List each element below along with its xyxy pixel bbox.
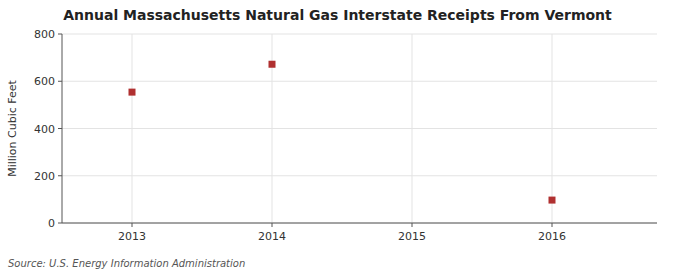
y-grid-line <box>62 81 657 82</box>
y-tick <box>58 34 62 35</box>
y-tick <box>58 81 62 82</box>
grid <box>62 34 657 223</box>
x-axis-line <box>62 223 657 224</box>
chart-container: 0 200 400 600 800 2013 2014 2015 2016 Annual Mass… <box>0 0 675 275</box>
x-tick <box>552 223 553 227</box>
x-tick <box>272 223 273 227</box>
x-grid-line <box>132 34 133 223</box>
x-tick-label: 2015 <box>398 230 426 243</box>
x-tick <box>132 223 133 227</box>
y-ticks: 0 200 400 600 800 <box>34 28 62 230</box>
x-tick-label: 2014 <box>258 230 286 243</box>
y-tick <box>58 175 62 176</box>
y-tick-label: 600 <box>34 75 55 88</box>
point <box>549 197 556 204</box>
y-tick-label: 400 <box>34 123 55 136</box>
point <box>269 61 276 68</box>
y-tick-label: 200 <box>34 170 55 183</box>
title: Annual Massachusetts Natural Gas Interst… <box>63 7 612 23</box>
y-grid-line <box>62 223 657 224</box>
y-grid-line <box>62 128 657 129</box>
x-grid-line <box>412 34 413 223</box>
x-ticks: 2013 2014 2015 2016 <box>118 223 566 243</box>
y-grid-line <box>62 34 657 35</box>
y-tick-label: 0 <box>48 217 55 230</box>
y-tick-label: 800 <box>34 28 55 41</box>
x-tick-label: 2013 <box>118 230 146 243</box>
x-tick <box>412 223 413 227</box>
y-tick <box>58 128 62 129</box>
source-note: Source: U.S. Energy Information Administ… <box>8 258 245 269</box>
y-axis-label: Million Cubic Feet <box>6 79 19 176</box>
y-tick <box>58 223 62 224</box>
chart-svg: 0 200 400 600 800 2013 2014 2015 2016 Annual Mass… <box>0 0 675 275</box>
y-grid-line <box>62 175 657 176</box>
points <box>129 61 556 204</box>
x-tick-label: 2016 <box>538 230 566 243</box>
point <box>129 89 136 96</box>
x-grid-line <box>552 34 553 223</box>
